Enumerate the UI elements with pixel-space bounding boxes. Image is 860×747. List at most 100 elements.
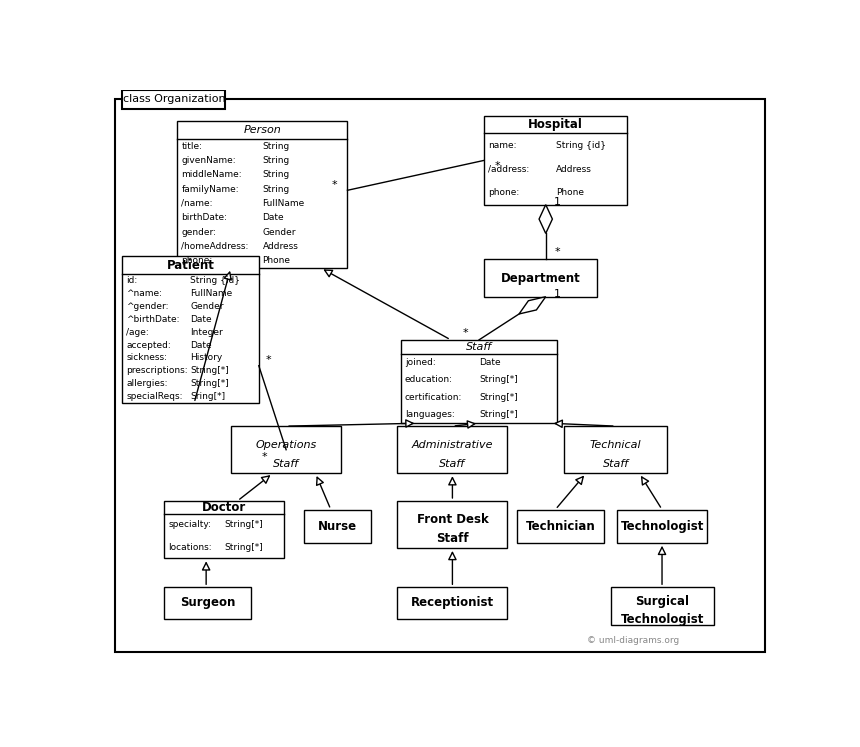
Text: Doctor: Doctor (202, 500, 246, 514)
Bar (397, 587, 507, 619)
Text: Nurse: Nurse (318, 520, 357, 533)
Text: ^name:: ^name: (126, 289, 163, 298)
Text: Person: Person (243, 125, 281, 135)
Text: certification:: certification: (405, 393, 462, 402)
Text: class Organization: class Organization (122, 94, 225, 104)
Text: Receptionist: Receptionist (411, 597, 494, 610)
Bar (164, 587, 251, 619)
Text: String: String (262, 156, 290, 165)
Text: 1: 1 (554, 196, 562, 207)
Bar (122, 90, 225, 108)
Text: Date: Date (479, 358, 501, 367)
Text: Technologist: Technologist (621, 613, 704, 626)
Text: Technical: Technical (590, 440, 642, 450)
Text: Hospital: Hospital (528, 118, 583, 131)
Bar (164, 501, 284, 559)
Text: Address: Address (556, 164, 592, 173)
Bar (617, 509, 707, 543)
Text: /age:: /age: (126, 328, 149, 337)
Text: Technologist: Technologist (621, 520, 704, 533)
Text: *: * (266, 355, 272, 365)
Text: joined:: joined: (405, 358, 435, 367)
Text: locations:: locations: (169, 543, 212, 552)
Text: specialReqs:: specialReqs: (126, 392, 182, 401)
Text: Integer: Integer (190, 328, 224, 337)
Text: Date: Date (190, 314, 212, 323)
Text: Date: Date (262, 213, 284, 223)
Text: accepted:: accepted: (126, 341, 171, 350)
Text: Staff: Staff (436, 532, 469, 545)
Text: prescriptions:: prescriptions: (126, 366, 187, 375)
Text: ^birthDate:: ^birthDate: (126, 314, 180, 323)
Text: /name:: /name: (181, 199, 213, 208)
Text: FullName: FullName (190, 289, 233, 298)
Text: phone:: phone: (181, 256, 212, 265)
Text: Technician: Technician (525, 520, 596, 533)
Text: sickness:: sickness: (126, 353, 167, 362)
Text: *: * (463, 328, 468, 338)
Text: *: * (494, 161, 501, 171)
Text: Gender: Gender (262, 228, 296, 237)
Text: Patient: Patient (167, 258, 214, 272)
Bar (397, 426, 507, 474)
Text: languages:: languages: (405, 410, 454, 419)
Bar (484, 259, 598, 297)
Text: FullName: FullName (262, 199, 304, 208)
Text: Department: Department (501, 271, 580, 285)
Text: Staff: Staff (603, 459, 629, 468)
Text: History: History (190, 353, 223, 362)
Polygon shape (539, 205, 552, 233)
Bar (484, 116, 628, 205)
Text: Phone: Phone (262, 256, 291, 265)
Bar (611, 587, 714, 624)
Text: allergies:: allergies: (126, 379, 168, 388)
Text: String[*]: String[*] (479, 375, 518, 384)
Bar (304, 509, 371, 543)
Text: specialty:: specialty: (169, 520, 212, 530)
Text: String[*]: String[*] (190, 366, 230, 375)
Text: 1: 1 (554, 289, 562, 299)
Text: Address: Address (262, 242, 298, 251)
Text: String: String (262, 141, 290, 151)
Text: String: String (262, 170, 290, 179)
Text: Front Desk: Front Desk (416, 513, 488, 527)
Text: String[*]: String[*] (224, 543, 263, 552)
Text: Surgical: Surgical (636, 595, 690, 608)
Text: *: * (331, 179, 337, 190)
Bar (564, 426, 667, 474)
Text: name:: name: (488, 140, 517, 149)
Text: *: * (261, 452, 267, 462)
Text: id:: id: (126, 276, 138, 285)
Text: education:: education: (405, 375, 452, 384)
Text: String {id}: String {id} (556, 140, 605, 149)
Bar (518, 509, 604, 543)
Text: Phone: Phone (556, 188, 584, 197)
Text: /address:: /address: (488, 164, 529, 173)
Text: Staff: Staff (273, 459, 299, 468)
Text: String: String (262, 185, 290, 193)
Text: Staff: Staff (466, 342, 492, 352)
Bar (122, 256, 259, 403)
Bar (230, 426, 341, 474)
Bar (177, 121, 347, 268)
Text: String {id}: String {id} (190, 276, 241, 285)
Bar (397, 501, 507, 548)
Text: Date: Date (190, 341, 212, 350)
Text: ^gender:: ^gender: (126, 302, 169, 311)
Text: String[*]: String[*] (224, 520, 263, 530)
Text: Administrative: Administrative (412, 440, 493, 450)
Text: String[*]: String[*] (479, 393, 518, 402)
Text: Staff: Staff (439, 459, 465, 468)
Text: String[*]: String[*] (479, 410, 518, 419)
Text: phone:: phone: (488, 188, 519, 197)
Text: gender:: gender: (181, 228, 217, 237)
Polygon shape (519, 297, 546, 314)
Text: Operations: Operations (255, 440, 316, 450)
Text: givenName:: givenName: (181, 156, 237, 165)
Text: familyName:: familyName: (181, 185, 239, 193)
Text: Gender: Gender (190, 302, 224, 311)
Text: String[*]: String[*] (190, 379, 230, 388)
Text: /homeAddress:: /homeAddress: (181, 242, 249, 251)
Bar (401, 340, 557, 424)
Text: Surgeon: Surgeon (180, 597, 235, 610)
